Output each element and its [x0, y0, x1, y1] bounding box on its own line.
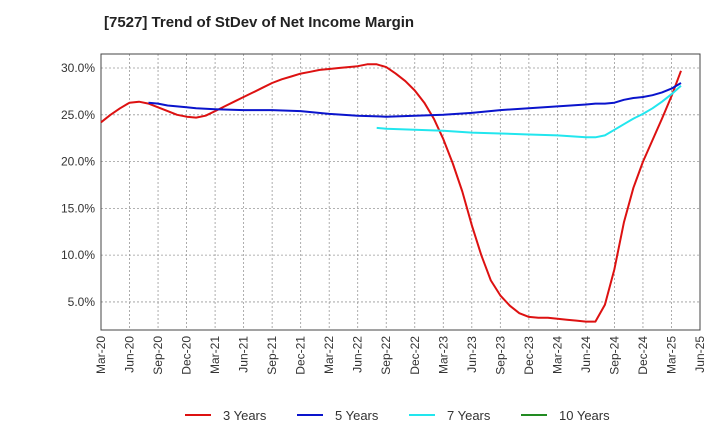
x-tick-label: Dec-20	[180, 336, 194, 375]
x-tick-label: Jun-24	[579, 336, 593, 373]
y-tick-label: 5.0%	[68, 295, 96, 309]
series-line-7-years	[376, 85, 682, 139]
x-tick-label: Sep-21	[265, 336, 279, 375]
x-tick-label: Mar-20	[94, 336, 108, 374]
y-tick-label: 25.0%	[61, 108, 95, 122]
y-tick-labels: 5.0% 10.0% 15.0% 20.0% 25.0% 30.0%	[61, 61, 95, 309]
x-tick-label: Jun-20	[123, 336, 137, 373]
x-tick-labels: Mar-20 Jun-20 Sep-20 Dec-20 Mar-21 Jun-21 Sep-…	[94, 336, 707, 375]
legend-label: 5 Years	[335, 408, 379, 423]
x-tick-label: Mar-23	[436, 336, 450, 374]
x-tick-label: Sep-24	[607, 336, 621, 375]
legend-label: 3 Years	[223, 408, 267, 423]
grid-layer	[101, 54, 700, 330]
series-line-5-years	[148, 82, 682, 118]
x-tick-label: Dec-22	[408, 336, 422, 375]
legend-label: 10 Years	[559, 408, 610, 423]
series-layer	[100, 63, 682, 323]
x-tick-label: Dec-24	[636, 336, 650, 375]
x-tick-label: Mar-25	[664, 336, 678, 374]
x-tick-label: Mar-22	[322, 336, 336, 374]
x-tick-label: Sep-20	[151, 336, 165, 375]
series-line-3-years	[100, 63, 682, 323]
x-tick-label: Jun-21	[237, 336, 251, 373]
x-tick-label: Dec-23	[522, 336, 536, 375]
legend: 3 Years 5 Years 7 Years 10 Years	[185, 408, 610, 423]
x-tick-label: Sep-22	[379, 336, 393, 375]
legend-label: 7 Years	[447, 408, 491, 423]
x-tick-label: Mar-21	[208, 336, 222, 374]
y-tick-label: 15.0%	[61, 201, 95, 215]
y-tick-label: 20.0%	[61, 155, 95, 169]
x-tick-label: Jun-22	[351, 336, 365, 373]
y-tick-label: 10.0%	[61, 248, 95, 262]
chart-title: [7527] Trend of StDev of Net Income Marg…	[104, 14, 415, 31]
x-tick-label: Mar-24	[550, 336, 564, 374]
y-tick-label: 30.0%	[61, 61, 95, 75]
x-tick-label: Jun-23	[465, 336, 479, 373]
x-tick-label: Jun-25	[693, 336, 707, 373]
x-tick-label: Dec-21	[294, 336, 308, 375]
plot-frame	[100, 53, 701, 331]
x-tick-label: Sep-23	[493, 336, 507, 375]
